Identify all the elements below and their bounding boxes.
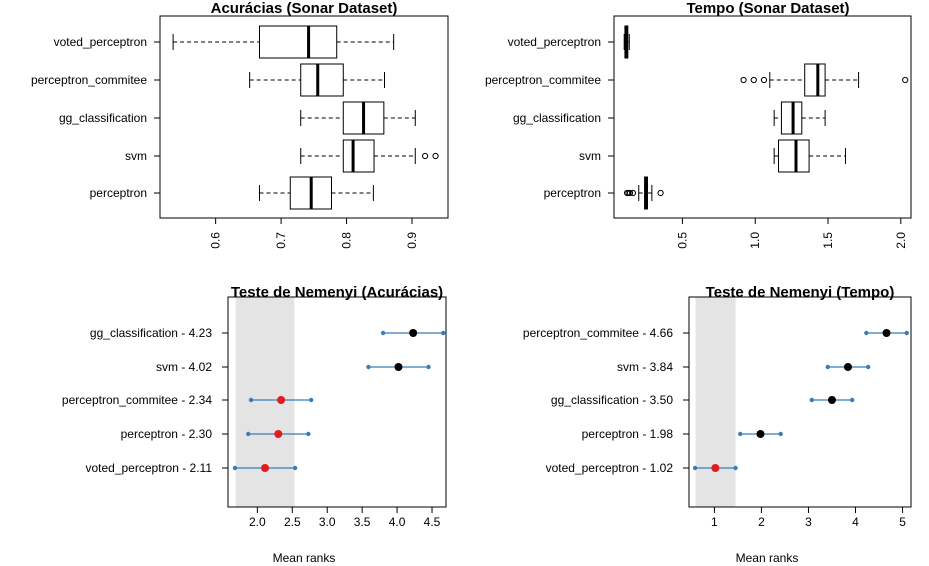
mean-rank-point bbox=[261, 464, 270, 472]
box bbox=[804, 63, 826, 97]
mean-rank-point bbox=[827, 396, 836, 404]
boxplot-panel-1: Acurácias (Sonar Dataset) voted_perceptro… bbox=[31, 0, 449, 249]
x-tick-label: 1.5 bbox=[821, 232, 835, 249]
outlier-point bbox=[760, 76, 768, 84]
mean-rank-point bbox=[409, 329, 418, 337]
interval-end-low bbox=[366, 364, 371, 370]
x-tick-label: 0.8 bbox=[340, 232, 354, 249]
interval-end-high bbox=[733, 465, 738, 471]
mean-rank-point bbox=[277, 396, 286, 404]
plot-frame bbox=[159, 15, 449, 219]
category-label: svm bbox=[579, 149, 601, 163]
outlier-point bbox=[902, 76, 909, 84]
x-tick-label: 4.5 bbox=[424, 515, 441, 529]
category-label: perceptron bbox=[544, 186, 601, 200]
category-label: svm - 3.84 bbox=[617, 360, 673, 374]
interval-end-high bbox=[904, 330, 909, 336]
interval-end-high bbox=[292, 465, 298, 471]
outlier-point bbox=[750, 76, 757, 84]
interval-end-low bbox=[232, 465, 238, 471]
box bbox=[300, 63, 344, 97]
category-label: gg_classification - 4.23 bbox=[90, 326, 212, 340]
interval-end-low bbox=[864, 330, 869, 336]
category-label: perceptron_commitee bbox=[31, 73, 147, 87]
critical-difference-region bbox=[235, 297, 295, 507]
mean-rank-point bbox=[394, 363, 403, 371]
category-label: svm bbox=[125, 149, 147, 163]
mean-rank-point bbox=[756, 430, 765, 438]
category-label: perceptron bbox=[90, 186, 147, 200]
x-tick-label: 0.6 bbox=[209, 232, 223, 249]
x-tick-label: 2 bbox=[758, 515, 765, 529]
category-label: perceptron - 2.30 bbox=[121, 427, 213, 441]
x-tick-label: 5 bbox=[899, 515, 906, 529]
category-label: voted_perceptron bbox=[54, 35, 147, 49]
outlier-point bbox=[626, 189, 634, 197]
x-tick-label: 3.0 bbox=[319, 515, 336, 529]
plot-frame bbox=[688, 296, 912, 508]
category-label: voted_perceptron - 2.11 bbox=[85, 461, 212, 475]
interval-end-high bbox=[441, 330, 446, 336]
x-tick-label: 3.5 bbox=[354, 515, 371, 529]
x-tick-label: 0.7 bbox=[274, 232, 288, 249]
x-tick-label: 4.0 bbox=[389, 515, 406, 529]
plot-frame bbox=[227, 296, 447, 508]
outlier-point bbox=[432, 152, 439, 160]
outlier-point bbox=[421, 152, 429, 160]
plot-frame bbox=[613, 15, 912, 219]
category-label: perceptron - 1.98 bbox=[582, 427, 674, 441]
category-label: gg_classification bbox=[513, 111, 601, 125]
x-tick-label: 3 bbox=[805, 515, 812, 529]
interval-end-low bbox=[809, 397, 814, 403]
interval-end-low bbox=[246, 431, 251, 437]
interval-end-low bbox=[825, 364, 830, 370]
interval-end-low bbox=[738, 431, 743, 437]
nemenyi-panel-2: Teste de Nemenyi (Tempo)perceptron_commi… bbox=[523, 284, 912, 565]
x-axis-label: Mean ranks bbox=[273, 551, 336, 565]
interval-end-low bbox=[380, 330, 386, 336]
category-label: perceptron_commitee - 4.66 bbox=[523, 326, 673, 340]
interval-end-high bbox=[308, 397, 314, 403]
category-label: perceptron_commitee bbox=[485, 73, 601, 87]
chart-title: Acurácias (Sonar Dataset) bbox=[211, 0, 398, 17]
x-tick-label: 0.5 bbox=[675, 232, 689, 249]
x-tick-label: 1.0 bbox=[748, 232, 762, 249]
box bbox=[342, 139, 375, 173]
interval-end-high bbox=[778, 431, 783, 437]
box bbox=[258, 25, 338, 59]
outlier-point bbox=[740, 76, 747, 84]
x-tick-label: 2.0 bbox=[894, 232, 908, 249]
x-tick-label: 4 bbox=[852, 515, 859, 529]
x-axis-label: Mean ranks bbox=[736, 551, 799, 565]
critical-difference-region bbox=[695, 297, 736, 507]
category-label: gg_classification - 3.50 bbox=[551, 393, 673, 407]
category-label: voted_perceptron - 1.02 bbox=[546, 461, 674, 475]
mean-rank-point bbox=[882, 329, 891, 337]
x-tick-label: 2.5 bbox=[284, 515, 301, 529]
category-label: svm - 4.02 bbox=[156, 360, 212, 374]
interval-end-high bbox=[426, 364, 431, 370]
mean-rank-point bbox=[843, 363, 852, 371]
category-label: gg_classification bbox=[59, 111, 147, 125]
interval-end-low bbox=[692, 465, 698, 471]
interval-end-low bbox=[248, 397, 254, 403]
box bbox=[778, 139, 810, 173]
interval-end-high bbox=[306, 431, 311, 437]
x-tick-label: 1 bbox=[711, 515, 718, 529]
mean-rank-point bbox=[711, 464, 720, 472]
interval-end-high bbox=[865, 364, 871, 370]
interval-end-high bbox=[850, 397, 855, 403]
category-label: perceptron_commitee - 2.34 bbox=[62, 393, 212, 407]
x-tick-label: 0.9 bbox=[405, 232, 419, 249]
boxplot-panel-2: Tempo (Sonar Dataset) voted_perceptronper… bbox=[485, 0, 912, 249]
outlier-point bbox=[657, 189, 664, 197]
mean-rank-point bbox=[274, 430, 283, 438]
x-tick-label: 2.0 bbox=[249, 515, 266, 529]
outlier-point bbox=[629, 189, 637, 197]
nemenyi-panel-1: Teste de Nemenyi (Acurácias)gg_classific… bbox=[62, 284, 447, 565]
category-label: voted_perceptron bbox=[508, 35, 601, 49]
chart-title: Tempo (Sonar Dataset) bbox=[686, 0, 849, 17]
